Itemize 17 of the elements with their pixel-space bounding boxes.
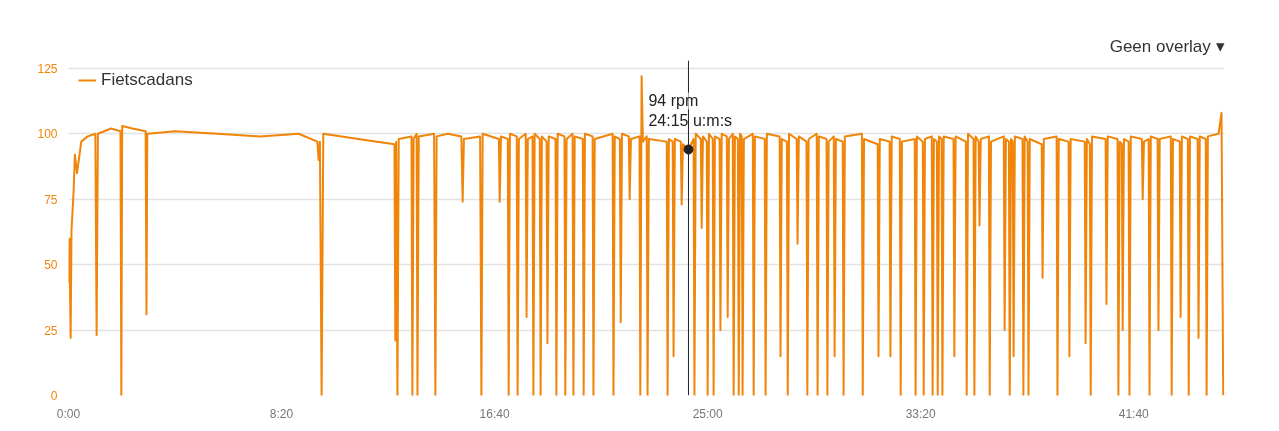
- x-tick-label: 41:40: [1118, 406, 1150, 421]
- x-tick-label: 0:00: [56, 406, 81, 421]
- annotation: 94 rpm: [648, 92, 699, 110]
- x-tick-label: 33:20: [905, 406, 937, 421]
- y-tick-label: 75: [44, 192, 58, 207]
- x-tick-label: 16:40: [479, 406, 510, 421]
- y-tick-label: 0: [50, 389, 58, 403]
- line-series: [68, 75, 1225, 396]
- x-tick-label: 8:20: [269, 406, 294, 421]
- y-tick-label: 50: [44, 258, 58, 273]
- y-tick-label: 100: [37, 127, 58, 142]
- y-tick-label: 125: [37, 61, 58, 76]
- text: Geen overlay ▾: [1109, 36, 1225, 56]
- legend-label: Fietscadans: [101, 70, 193, 90]
- y-tick-label: 25: [44, 323, 58, 338]
- annotation: 24:15 u:m:s: [648, 112, 733, 130]
- x-tick-label: 25:00: [692, 406, 723, 421]
